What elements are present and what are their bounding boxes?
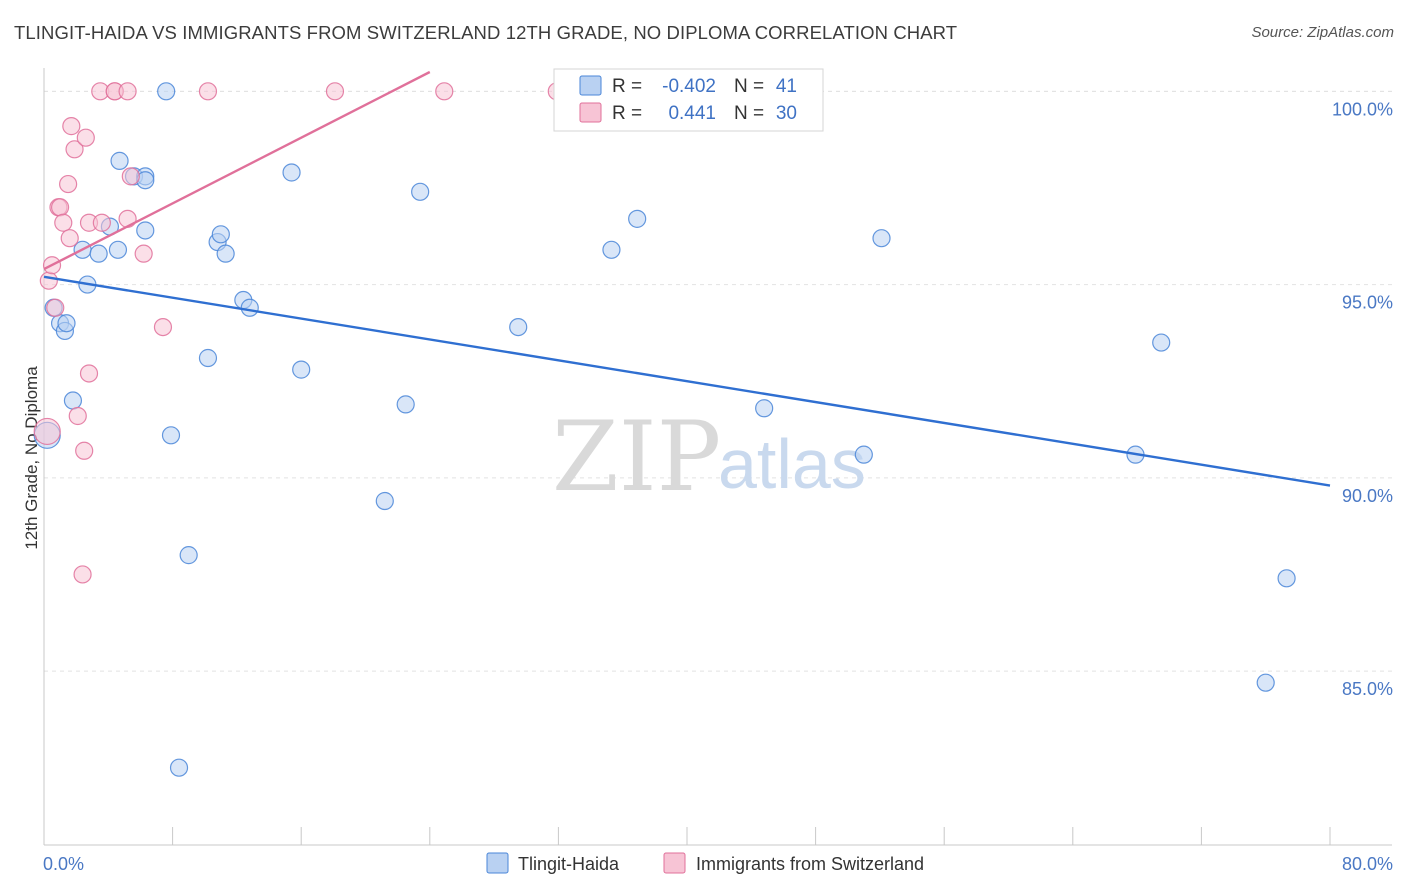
point-switzerland-24: [134, 244, 153, 263]
stats-legend: R = -0.402 N = 41 R = 0.441 N = 30: [553, 68, 824, 132]
legend-swatch-switzerland: [663, 852, 686, 874]
stats-n-value-blue: 41: [776, 76, 797, 97]
chart-source: Source: ZipAtlas.com: [1251, 24, 1394, 41]
legend-swatch-tlingit-haida: [486, 852, 509, 874]
gridlines: [44, 90, 1392, 672]
watermark-zip: ZIP: [552, 401, 721, 513]
x-tick-label-min: 0.0%: [43, 854, 84, 874]
point-tlingit-haida-5: [63, 391, 83, 410]
point-tlingit-haida-11: [110, 151, 129, 170]
point-tlingit-haida-30: [411, 182, 430, 201]
point-switzerland-3: [46, 298, 65, 317]
legend-label-switzerland: Immigrants from Switzerland: [696, 854, 924, 874]
trend-lines: [43, 70, 1331, 487]
point-tlingit-haida-32: [602, 240, 621, 259]
point-tlingit-haida-26: [282, 163, 301, 182]
point-switzerland-15: [79, 364, 99, 383]
watermark-atlas: atlas: [718, 425, 866, 503]
point-tlingit-haida-17: [161, 426, 181, 445]
point-tlingit-haida-28: [375, 491, 394, 511]
point-tlingit-haida-39: [1256, 673, 1275, 692]
point-tlingit-haida-36: [872, 229, 891, 248]
point-tlingit-haida-25: [240, 298, 259, 317]
point-switzerland-28: [435, 82, 454, 101]
point-switzerland-0: [33, 417, 61, 446]
stats-n-label-blue: N =: [734, 76, 764, 97]
point-tlingit-haida-10: [108, 240, 128, 259]
chart-title: TLINGIT-HAIDA VS IMMIGRANTS FROM SWITZER…: [14, 22, 958, 43]
y-tick-labels: 100.0% 95.0% 90.0% 85.0%: [1332, 99, 1393, 699]
stats-n-label-pink: N =: [734, 103, 764, 124]
point-switzerland-23: [121, 167, 140, 186]
point-tlingit-haida-15: [136, 221, 155, 240]
watermark: ZIP atlas: [552, 401, 866, 513]
point-tlingit-haida-29: [396, 395, 415, 414]
stats-r-label-pink: R =: [612, 103, 642, 124]
point-tlingit-haida-16: [157, 82, 176, 101]
point-switzerland-25: [153, 317, 173, 337]
point-tlingit-haida-38: [1152, 333, 1171, 352]
stats-n-value-pink: 30: [776, 103, 797, 124]
point-switzerland-9: [62, 117, 81, 136]
series-legend: Tlingit-Haida Immigrants from Switzerlan…: [486, 852, 924, 874]
point-switzerland-11: [68, 406, 87, 426]
point-switzerland-6: [54, 213, 73, 232]
point-switzerland-1: [39, 271, 58, 290]
y-tick-label-2: 90.0%: [1342, 486, 1393, 506]
point-switzerland-7: [59, 174, 78, 194]
stats-r-value-blue: -0.402: [662, 76, 716, 97]
point-tlingit-haida-31: [509, 317, 528, 337]
point-switzerland-10: [65, 140, 84, 159]
point-tlingit-haida-35: [854, 445, 873, 464]
point-switzerland-8: [60, 229, 79, 248]
y-tick-label-0: 100.0%: [1332, 99, 1393, 119]
point-switzerland-21: [118, 82, 137, 101]
point-tlingit-haida-20: [198, 348, 218, 368]
point-tlingit-haida-23: [216, 244, 235, 263]
point-tlingit-haida-18: [169, 758, 189, 777]
axes: [43, 68, 1392, 846]
y-axis-title: 12th Grade, No Diploma: [22, 366, 41, 550]
point-switzerland-26: [198, 82, 218, 101]
stats-swatch-blue: [579, 75, 602, 96]
point-switzerland-17: [92, 213, 111, 232]
point-tlingit-haida-22: [211, 225, 230, 244]
y-tick-label-3: 85.0%: [1342, 679, 1393, 699]
point-tlingit-haida-4: [57, 314, 76, 333]
data-points: [33, 82, 1296, 777]
point-switzerland-27: [325, 82, 345, 101]
stats-swatch-pink: [579, 102, 602, 123]
point-tlingit-haida-33: [628, 209, 647, 228]
stats-r-value-pink: 0.441: [668, 103, 716, 124]
point-switzerland-5: [50, 198, 70, 217]
y-tick-label-1: 95.0%: [1342, 293, 1393, 313]
x-tick-label-max: 80.0%: [1342, 854, 1393, 874]
point-switzerland-13: [73, 565, 92, 584]
point-tlingit-haida-34: [755, 399, 774, 418]
stats-r-label-blue: R =: [612, 76, 642, 97]
trend-line-switzerland: [43, 70, 431, 271]
point-tlingit-haida-27: [292, 360, 311, 379]
point-tlingit-haida-19: [179, 546, 198, 565]
point-tlingit-haida-8: [89, 244, 108, 263]
point-tlingit-haida-40: [1277, 569, 1296, 588]
trend-line-tlingit-haida: [43, 275, 1331, 487]
point-switzerland-12: [75, 441, 94, 460]
point-switzerland-14: [76, 128, 95, 147]
point-switzerland-22: [118, 209, 137, 228]
legend-label-tlingit-haida: Tlingit-Haida: [518, 854, 620, 874]
